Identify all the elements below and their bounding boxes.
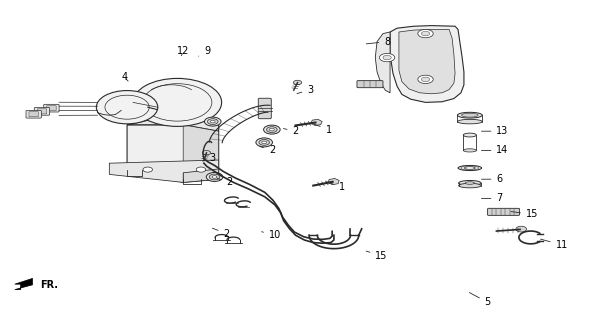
Text: 2: 2	[259, 145, 275, 156]
Polygon shape	[375, 32, 390, 93]
Circle shape	[269, 128, 274, 131]
Text: 13: 13	[482, 126, 509, 136]
Circle shape	[133, 78, 222, 126]
FancyBboxPatch shape	[37, 109, 47, 114]
Text: 4: 4	[121, 72, 128, 82]
Text: 15: 15	[511, 209, 538, 220]
Text: 1: 1	[326, 182, 345, 192]
Ellipse shape	[459, 180, 481, 186]
Circle shape	[209, 174, 220, 180]
Text: 10: 10	[262, 230, 281, 240]
Circle shape	[293, 80, 301, 85]
Circle shape	[421, 31, 430, 36]
Text: 14: 14	[482, 145, 509, 156]
FancyBboxPatch shape	[258, 98, 271, 119]
Ellipse shape	[465, 182, 475, 184]
Text: 2: 2	[284, 126, 299, 136]
Text: 5: 5	[469, 292, 491, 308]
Circle shape	[379, 53, 395, 62]
Circle shape	[210, 120, 215, 123]
Circle shape	[264, 125, 280, 134]
Circle shape	[207, 119, 218, 124]
Text: 15: 15	[366, 251, 388, 261]
Circle shape	[418, 29, 433, 38]
Circle shape	[96, 91, 158, 124]
Circle shape	[383, 55, 391, 60]
FancyBboxPatch shape	[34, 108, 50, 115]
FancyBboxPatch shape	[357, 81, 383, 88]
Polygon shape	[311, 119, 322, 125]
Ellipse shape	[463, 133, 476, 137]
Text: 8: 8	[366, 36, 390, 47]
Circle shape	[267, 127, 277, 132]
Polygon shape	[399, 29, 455, 94]
Text: 9: 9	[199, 46, 210, 56]
Text: FR.: FR.	[40, 280, 58, 291]
Ellipse shape	[463, 149, 476, 152]
Text: 2: 2	[212, 228, 230, 239]
Circle shape	[143, 167, 152, 172]
Circle shape	[256, 138, 272, 147]
Circle shape	[204, 117, 221, 126]
Circle shape	[196, 167, 206, 172]
Circle shape	[212, 176, 217, 178]
Polygon shape	[127, 125, 219, 182]
FancyBboxPatch shape	[29, 112, 38, 117]
Circle shape	[418, 75, 433, 84]
Polygon shape	[109, 160, 219, 182]
Polygon shape	[15, 278, 33, 290]
FancyBboxPatch shape	[44, 104, 59, 112]
Polygon shape	[390, 26, 464, 102]
Text: 2: 2	[217, 177, 233, 188]
Circle shape	[206, 172, 223, 181]
Text: 7: 7	[482, 193, 503, 204]
FancyBboxPatch shape	[26, 110, 41, 118]
Text: 3: 3	[203, 153, 216, 164]
Text: 12: 12	[177, 46, 190, 56]
Ellipse shape	[465, 167, 475, 169]
Circle shape	[516, 226, 527, 232]
Ellipse shape	[458, 165, 482, 171]
Circle shape	[262, 141, 267, 144]
Text: 3: 3	[297, 84, 313, 95]
Polygon shape	[328, 179, 339, 185]
Ellipse shape	[457, 112, 482, 118]
Text: 11: 11	[541, 239, 568, 250]
FancyBboxPatch shape	[47, 106, 56, 111]
Ellipse shape	[457, 119, 482, 124]
Circle shape	[421, 77, 430, 82]
FancyBboxPatch shape	[488, 208, 519, 215]
Text: 1: 1	[314, 124, 332, 135]
Ellipse shape	[459, 183, 481, 188]
Ellipse shape	[462, 113, 478, 117]
Circle shape	[202, 150, 210, 155]
Polygon shape	[183, 125, 219, 182]
Circle shape	[259, 140, 269, 145]
Polygon shape	[127, 118, 219, 131]
Text: 6: 6	[482, 174, 502, 184]
